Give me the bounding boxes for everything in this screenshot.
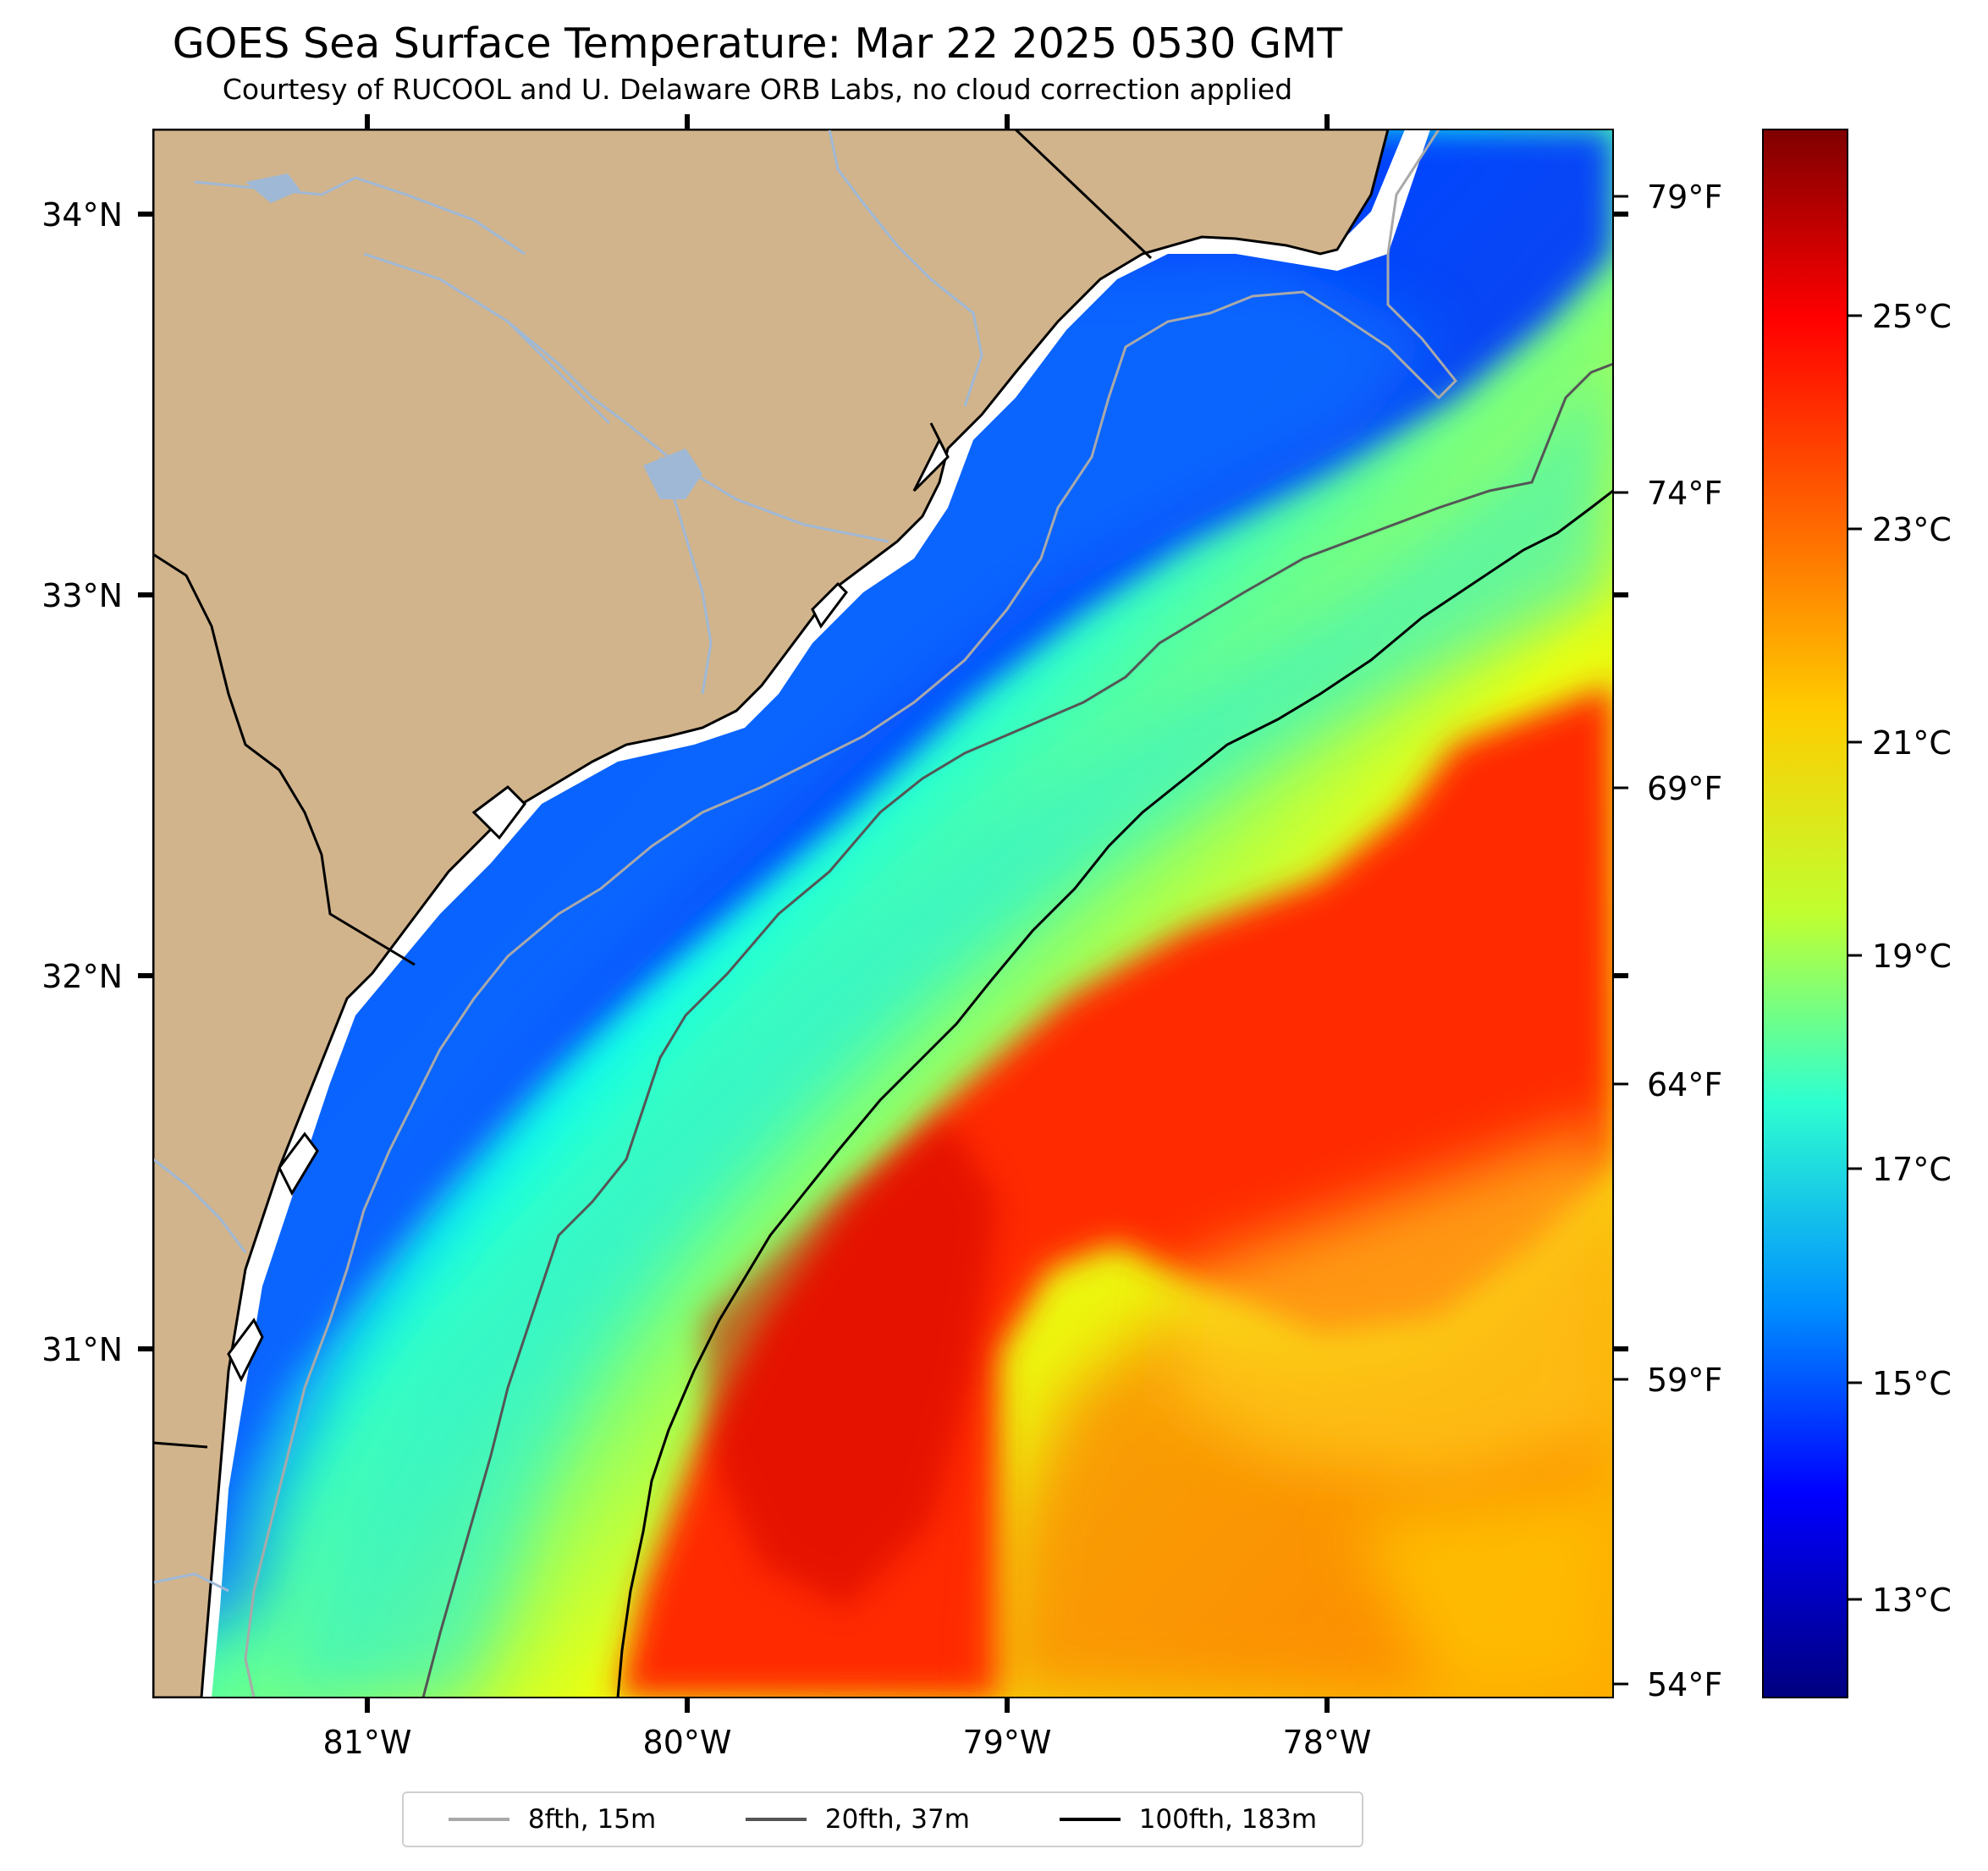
legend-item-8fth: 8fth, 15m — [448, 1804, 657, 1835]
warm-eddy — [702, 1117, 999, 1608]
colorbar — [1762, 129, 1848, 1698]
degf-label-74: 74°F — [1647, 475, 1722, 512]
reservoir-lake-north — [245, 173, 300, 203]
degf-label-69: 69°F — [1647, 770, 1722, 807]
legend-label-8fth: 8fth, 15m — [527, 1804, 657, 1835]
colorbar-label-17c: 17°C — [1872, 1151, 1952, 1188]
mid-shelf-water — [279, 364, 1613, 1698]
longitude-ticks — [365, 114, 1330, 1713]
degf-label-59: 59°F — [1647, 1362, 1722, 1399]
isobath-legend: 8fth, 15m 20fth, 37m 100fth, 183m — [402, 1791, 1363, 1847]
lat-label-34: 34°N — [41, 196, 123, 234]
reservoir-lake — [643, 448, 702, 499]
legend-swatch-20fth — [745, 1818, 807, 1821]
isobath-8fth — [244, 129, 1458, 1698]
patchy-warm-water — [1168, 1117, 1613, 1481]
yellow-southern-water — [1354, 1481, 1613, 1698]
degf-label-79: 79°F — [1647, 179, 1722, 216]
page-subtitle: Courtesy of RUCOOL and U. Delaware ORB L… — [222, 73, 1293, 106]
legend-label-20fth: 20fth, 37m — [824, 1804, 970, 1835]
estuary-islands — [227, 422, 950, 1383]
fahrenheit-ticks — [1613, 195, 1628, 1686]
lon-label-81: 81°W — [323, 1724, 412, 1761]
page-title: GOES Sea Surface Temperature: Mar 22 202… — [172, 19, 1343, 68]
lon-label-79: 79°W — [963, 1724, 1052, 1761]
colorbar-label-13c: 13°C — [1872, 1582, 1952, 1619]
lon-label-78: 78°W — [1283, 1724, 1372, 1761]
degf-label-64: 64°F — [1647, 1066, 1722, 1103]
lat-label-32: 32°N — [41, 958, 123, 995]
colorbar-label-21c: 21°C — [1872, 724, 1952, 762]
map-area — [153, 129, 1613, 1698]
colorbar-label-19c: 19°C — [1872, 938, 1952, 975]
colorbar-label-15c: 15°C — [1872, 1365, 1952, 1402]
isobath-100fth — [616, 489, 1613, 1698]
legend-item-100fth: 100fth, 183m — [1059, 1804, 1318, 1835]
legend-swatch-100fth — [1059, 1818, 1121, 1821]
land-mass — [153, 129, 1390, 1698]
legend-item-20fth: 20fth, 37m — [745, 1804, 970, 1835]
degf-label-54: 54°F — [1647, 1666, 1722, 1703]
lon-label-80: 80°W — [643, 1724, 732, 1761]
colorbar-ticks — [1848, 314, 1862, 1601]
lat-label-31: 31°N — [41, 1331, 123, 1368]
colorbar-label-25c: 25°C — [1872, 298, 1952, 335]
colorbar-label-23c: 23°C — [1872, 511, 1952, 548]
state-boundaries — [153, 129, 1153, 1449]
latitude-ticks — [138, 212, 1628, 1351]
lat-label-33: 33°N — [41, 577, 123, 614]
legend-label-100fth: 100fth, 183m — [1138, 1804, 1318, 1835]
isobath-20fth — [421, 362, 1613, 1698]
legend-swatch-8fth — [448, 1818, 509, 1821]
map-frame — [152, 129, 1614, 1698]
